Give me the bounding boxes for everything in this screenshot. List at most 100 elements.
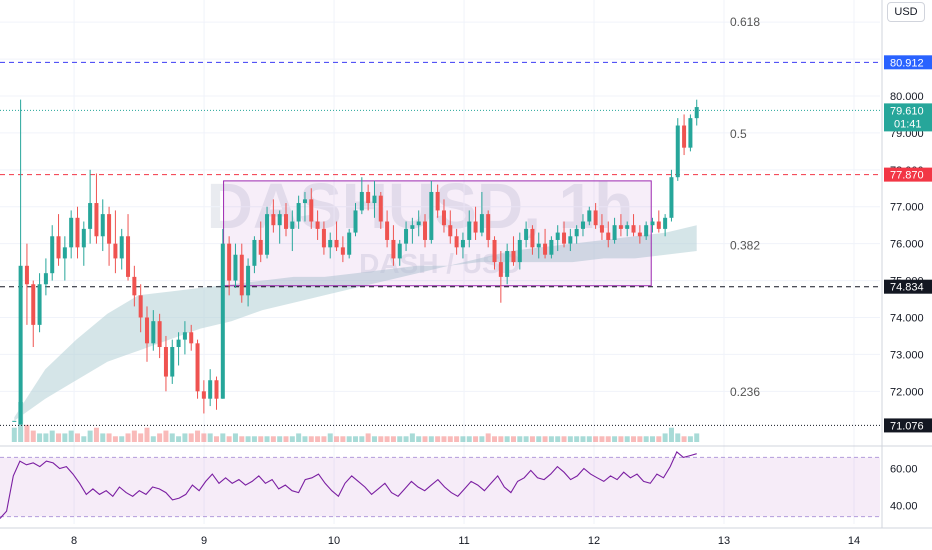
candle-body-10 [75, 217, 80, 248]
candle-40 [265, 206, 270, 259]
volume-bar-78 [504, 436, 510, 442]
candle-body-2 [24, 265, 29, 285]
volume-bar-35 [232, 433, 238, 442]
volume-bar-28 [188, 433, 194, 442]
candle-body-37 [246, 265, 251, 296]
candle-43 [284, 203, 289, 237]
currency-badge[interactable]: USD [887, 2, 925, 22]
candle-body-40 [265, 214, 270, 255]
candle-body-59 [385, 221, 390, 240]
candle-body-57 [372, 195, 377, 204]
fib-label-1: 0.5 [730, 127, 747, 141]
candle-body-80 [517, 239, 522, 263]
candle-10 [75, 206, 80, 259]
candle-96 [618, 214, 623, 237]
candle-body-5 [43, 273, 48, 285]
candles [12, 99, 699, 425]
volume-bar-15 [106, 433, 112, 442]
price-tag-0: 80.912 [890, 57, 924, 69]
candle-102 [656, 210, 661, 233]
candle-body-69 [448, 225, 453, 237]
price-tick-0: 72.000 [890, 386, 924, 398]
time-tick-5: 13 [718, 535, 730, 547]
candle-75 [486, 210, 491, 248]
volume-bar-24 [163, 430, 169, 442]
candle-51 [334, 221, 339, 252]
candle-body-61 [397, 243, 402, 259]
candle-body-92 [593, 210, 598, 226]
volume-bar-40 [264, 436, 270, 442]
candle-body-55 [359, 191, 364, 211]
volume-bar-94 [605, 436, 611, 442]
candle-56 [366, 184, 371, 211]
candle-72 [467, 210, 472, 248]
volume-bar-7 [56, 433, 62, 442]
candle-body-31 [208, 380, 213, 399]
candle-body-0 [12, 420, 17, 422]
candle-body-83 [536, 243, 541, 248]
volume-bar-107 [687, 436, 693, 442]
volume-bar-46 [302, 436, 308, 442]
candle-94 [606, 221, 611, 248]
time-tick-3: 11 [458, 535, 469, 547]
candle-body-85 [549, 239, 554, 255]
candle-103 [663, 214, 668, 237]
volume-bar-96 [618, 436, 624, 442]
candle-body-8 [62, 247, 67, 259]
candle-body-3 [31, 284, 36, 325]
candle-body-45 [296, 203, 301, 222]
volume-bar-29 [195, 430, 201, 442]
volume-bar-65 [422, 436, 428, 442]
candle-81 [524, 221, 529, 248]
candle-body-75 [486, 214, 491, 240]
volume-bar-27 [182, 433, 188, 442]
candle-99 [637, 225, 642, 244]
volume-bar-50 [327, 433, 333, 442]
price-tag-bg-3 [884, 418, 932, 433]
candle-body-49 [321, 228, 326, 248]
candle-47 [309, 188, 314, 229]
candle-body-50 [328, 239, 333, 248]
volume-bar-76 [492, 436, 498, 442]
price-tick-8: 80.000 [890, 91, 924, 103]
volume-bar-70 [454, 436, 460, 442]
candle-83 [536, 232, 541, 259]
candle-41 [271, 199, 276, 233]
candle-107 [688, 114, 693, 152]
volume-bar-33 [220, 433, 226, 442]
horizontal-lines[interactable] [0, 61, 880, 426]
volume-bar-52 [340, 436, 346, 442]
candle-82 [530, 225, 535, 255]
candle-body-98 [631, 225, 636, 233]
candle-body-23 [157, 321, 162, 348]
candle-body-29 [195, 343, 200, 392]
candle-body-26 [176, 339, 181, 348]
time-tick-1: 9 [201, 535, 207, 547]
candle-48 [315, 210, 320, 240]
candle-body-7 [56, 236, 61, 259]
price-tick-5: 77.000 [890, 202, 924, 214]
time-axis[interactable]: 8 9 10 11 12 13 14 [71, 535, 860, 547]
volume-bar-87 [561, 436, 567, 442]
candle-44 [290, 210, 295, 252]
candle-89 [574, 225, 579, 244]
candle-21 [144, 306, 149, 362]
price-axis[interactable]: 72.00073.00074.00075.00076.00077.00078.0… [884, 55, 932, 513]
candle-body-4 [37, 284, 42, 325]
candle-body-107 [688, 118, 693, 148]
volume-bar-36 [239, 436, 245, 442]
candle-70 [454, 228, 459, 255]
candle-body-6 [50, 236, 55, 274]
candle-body-94 [606, 232, 611, 240]
candle-body-73 [473, 221, 478, 233]
candle-body-53 [347, 232, 352, 255]
volume-bar-3 [30, 430, 36, 442]
volume-bar-51 [334, 436, 340, 442]
candle-77 [498, 251, 503, 303]
candle-52 [340, 236, 345, 263]
candle-body-56 [366, 191, 371, 204]
volume-bar-59 [384, 436, 390, 442]
candle-14 [100, 199, 105, 252]
candle-body-36 [239, 254, 244, 296]
